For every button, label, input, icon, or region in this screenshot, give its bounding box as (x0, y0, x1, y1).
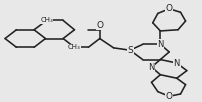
Text: N: N (174, 59, 180, 68)
Text: CH₃: CH₃ (40, 17, 53, 23)
Text: S: S (127, 46, 133, 55)
Text: CH₃: CH₃ (68, 44, 81, 50)
Text: O: O (96, 21, 103, 30)
Text: N: N (148, 63, 155, 72)
Text: O: O (166, 92, 173, 101)
Text: N: N (157, 40, 164, 49)
Text: O: O (166, 4, 173, 13)
